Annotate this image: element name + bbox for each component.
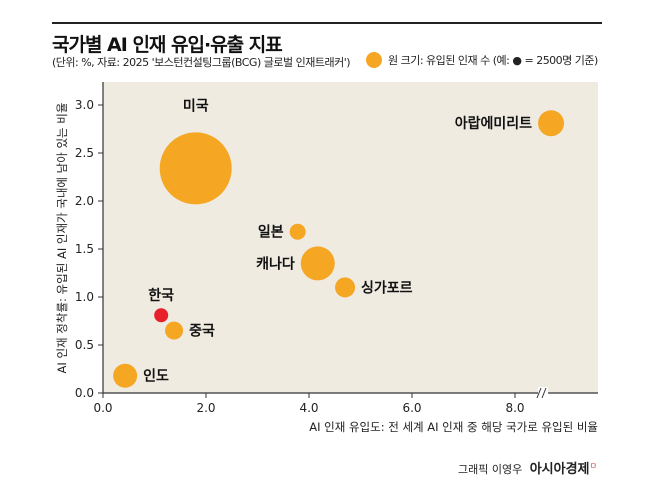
chart-title: 국가별 AI 인재 유입·유출 지표 bbox=[52, 34, 283, 56]
x-tick-label: 4.0 bbox=[299, 401, 318, 415]
y-tick-label: 1.5 bbox=[75, 242, 94, 256]
bubble-아랍에미리트 bbox=[538, 110, 565, 137]
bubble-label: 싱가포르 bbox=[361, 280, 413, 296]
credit: 그래픽 이영우 아시아경제ㅁ bbox=[458, 458, 597, 477]
y-tick-label: 0.0 bbox=[75, 386, 94, 400]
bubble-캐나다 bbox=[300, 246, 335, 281]
y-tick-label: 2.5 bbox=[75, 146, 94, 160]
bubble-label: 미국 bbox=[183, 98, 209, 114]
bubble-중국 bbox=[165, 321, 184, 340]
top-rule bbox=[52, 22, 602, 24]
bubble-label: 캐나다 bbox=[256, 256, 295, 272]
size-legend: 원 크기: 유입된 인재 수 (예: ● = 2500명 기준) bbox=[366, 52, 598, 68]
bubble-미국 bbox=[159, 132, 232, 205]
y-tick-label: 2.0 bbox=[75, 194, 94, 208]
bubble-인도 bbox=[113, 363, 138, 388]
bubble-label: 중국 bbox=[189, 324, 215, 340]
plot-area bbox=[103, 82, 598, 393]
axis-break-mark bbox=[541, 387, 547, 399]
bubble-label: 아랍에미리트 bbox=[455, 115, 532, 132]
axis-break-mark bbox=[536, 387, 542, 399]
bubble-label: 한국 bbox=[148, 288, 174, 304]
x-axis-label: AI 인재 유입도: 전 세계 AI 인재 중 해당 국가로 유입된 비율 bbox=[309, 420, 598, 434]
legend-bubble-icon bbox=[366, 52, 382, 68]
y-tick-label: 3.0 bbox=[75, 98, 94, 112]
legend-text: 원 크기: 유입된 인재 수 (예: ● = 2500명 기준) bbox=[388, 54, 598, 67]
bubble-한국 bbox=[154, 308, 169, 323]
bubble-싱가포르 bbox=[335, 277, 356, 298]
x-tick-label: 0.0 bbox=[93, 401, 112, 415]
credit-outlet: 아시아경제 bbox=[529, 462, 590, 477]
chart-subtitle: (단위: %, 자료: 2025 '보스턴컨설팅그룹(BCG) 글로벌 인재트래… bbox=[52, 56, 351, 69]
credit-author: 그래픽 이영우 bbox=[458, 463, 523, 476]
y-axis-label: AI 인재 정착률: 유입된 AI 인재가 국내에 남아 있는 비율 bbox=[55, 103, 69, 374]
x-tick-label: 8.0 bbox=[505, 401, 524, 415]
x-tick-label: 6.0 bbox=[402, 401, 421, 415]
axis-break-gap bbox=[538, 387, 548, 399]
y-tick-label: 1.0 bbox=[75, 290, 94, 304]
outlet-mark-icon: ㅁ bbox=[589, 461, 597, 471]
x-tick-label: 2.0 bbox=[196, 401, 215, 415]
bubble-일본 bbox=[289, 223, 306, 240]
bubble-label: 인도 bbox=[143, 368, 169, 385]
bubble-label: 일본 bbox=[258, 225, 284, 241]
y-tick-label: 0.5 bbox=[75, 338, 94, 352]
